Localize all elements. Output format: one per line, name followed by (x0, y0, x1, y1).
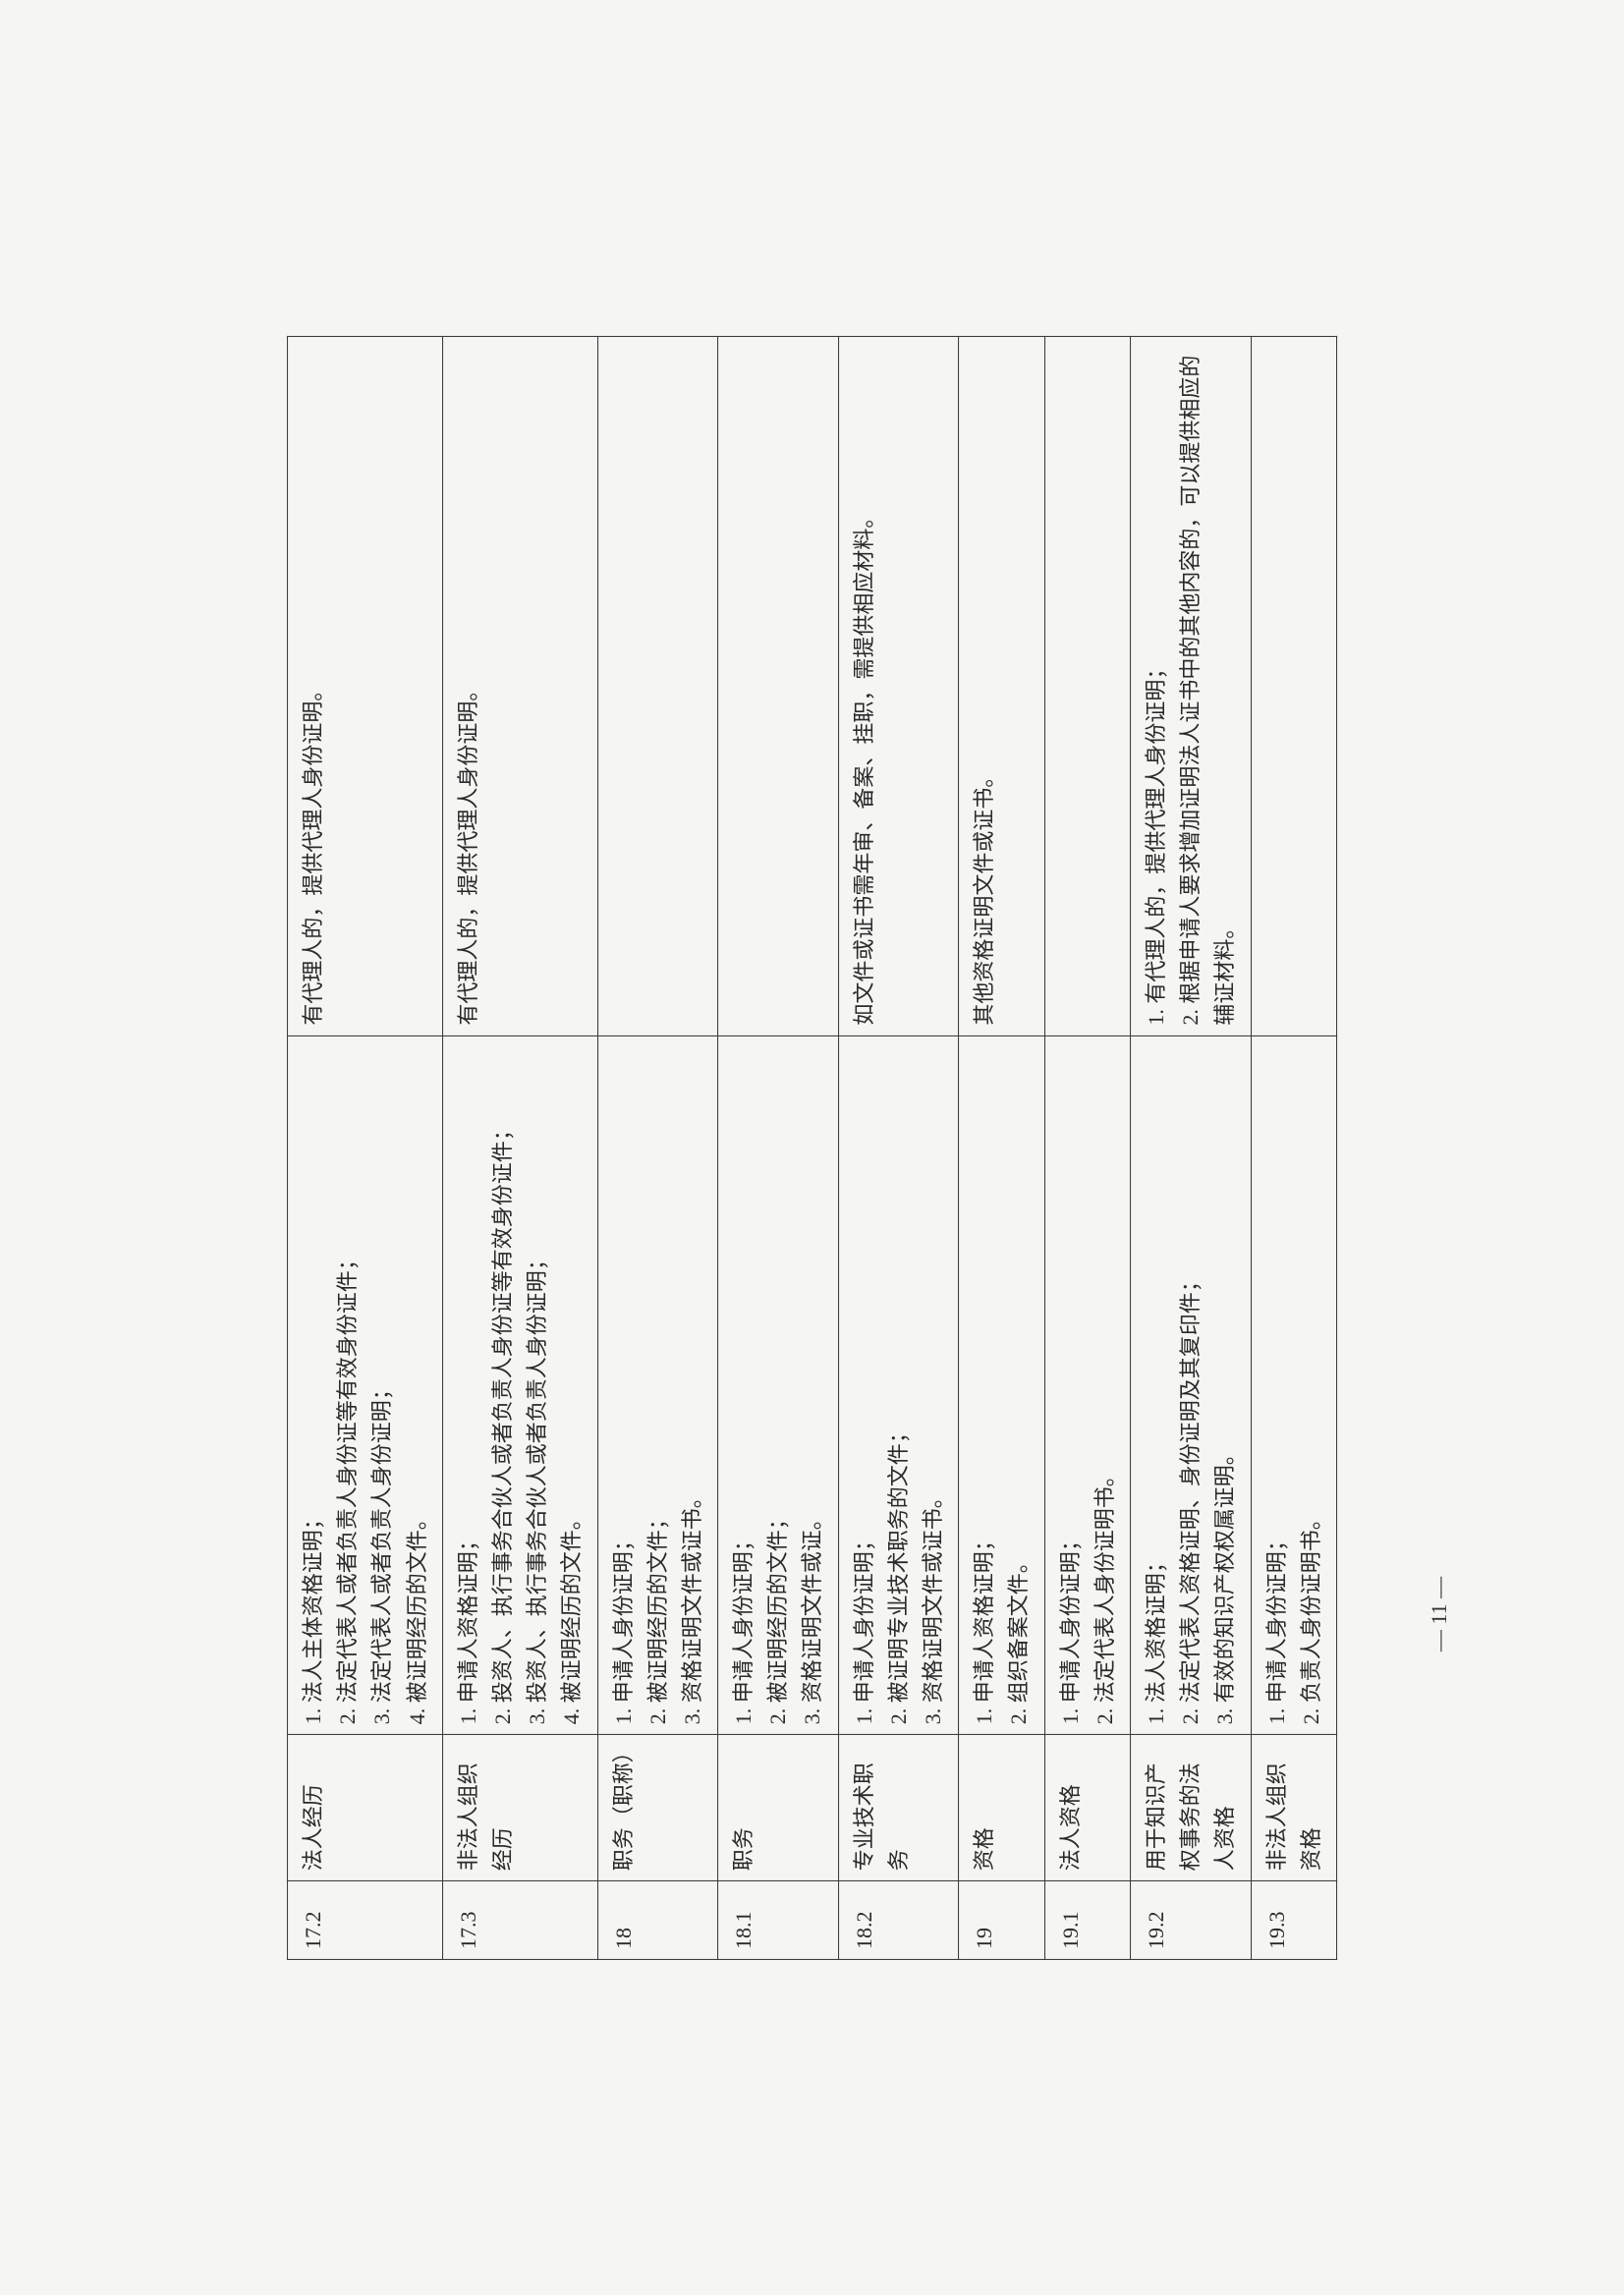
cell-cat: 职务 (718, 1734, 839, 1880)
cell-main: 1. 法人主体资格证明； 2. 法定代表人或者负责人身份证等有效身份证件； 3.… (288, 1036, 443, 1735)
cell-num: 19.1 (1044, 1880, 1130, 1959)
cell-note: 如文件或证书需年审、备案、挂职，需提供相应材料。 (838, 336, 959, 1036)
cell-cat: 法人经历 (288, 1734, 443, 1880)
table-row: 18.1 职务 1. 申请人身份证明； 2. 被证明经历的文件； 3. 资格证明… (718, 336, 839, 1959)
table-row: 19.1 法人资格 1. 申请人身份证明； 2. 法定代表人身份证明书。 (1044, 336, 1130, 1959)
table-row: 17.2 法人经历 1. 法人主体资格证明； 2. 法定代表人或者负责人身份证等… (288, 336, 443, 1959)
cell-num: 19.3 (1251, 1880, 1336, 1959)
cell-main: 1. 申请人资格证明； 2. 投资人、执行事务合伙人或者负责人身份证等有效身份证… (442, 1036, 597, 1735)
cell-note (718, 336, 839, 1036)
cell-num: 18.2 (838, 1880, 959, 1959)
table-row: 19 资格 1. 申请人资格证明； 2. 组织备案文件。 其他资格证明文件或证书… (959, 336, 1044, 1959)
cell-num: 17.2 (288, 1880, 443, 1959)
cell-note: 1. 有代理人的，提供代理人身份证明； 2. 根据申请人要求增加证明法人证书中的… (1131, 336, 1252, 1036)
cell-num: 19 (959, 1880, 1044, 1959)
cell-note (597, 336, 718, 1036)
cell-main: 1. 申请人资格证明； 2. 组织备案文件。 (959, 1036, 1044, 1735)
cell-num: 19.2 (1131, 1880, 1252, 1959)
table-row: 18 职务（职称） 1. 申请人身份证明； 2. 被证明经历的文件； 3. 资格… (597, 336, 718, 1959)
cell-num: 18.1 (718, 1880, 839, 1959)
table-row: 17.3 非法人组织经历 1. 申请人资格证明； 2. 投资人、执行事务合伙人或… (442, 336, 597, 1959)
cell-main: 1. 申请人身份证明； 2. 被证明专业技术职务的文件； 3. 资格证明文件或证… (838, 1036, 959, 1735)
cell-note (1044, 336, 1130, 1036)
table-row: 19.3 非法人组织资格 1. 申请人身份证明； 2. 负责人身份证明书。 (1251, 336, 1336, 1959)
cell-note (1251, 336, 1336, 1036)
page-container: 17.2 法人经历 1. 法人主体资格证明； 2. 法定代表人或者负责人身份证等… (287, 336, 1337, 1960)
cell-num: 17.3 (442, 1880, 597, 1959)
cell-note: 有代理人的，提供代理人身份证明。 (288, 336, 443, 1036)
table-row: 19.2 用于知识产权事务的法人资格 1. 法人资格证明； 2. 法定代表人资格… (1131, 336, 1252, 1959)
cell-main: 1. 申请人身份证明； 2. 负责人身份证明书。 (1251, 1036, 1336, 1735)
cell-main: 1. 法人资格证明； 2. 法定代表人资格证明、身份证明及其复印件； 3. 有效… (1131, 1036, 1252, 1735)
cell-cat: 资格 (959, 1734, 1044, 1880)
page-number: — 11 — (1427, 1577, 1452, 1651)
cell-note: 其他资格证明文件或证书。 (959, 336, 1044, 1036)
cell-main: 1. 申请人身份证明； 2. 被证明经历的文件； 3. 资格证明文件或证。 (718, 1036, 839, 1735)
cell-main: 1. 申请人身份证明； 2. 被证明经历的文件； 3. 资格证明文件或证书。 (597, 1036, 718, 1735)
table-body: 17.2 法人经历 1. 法人主体资格证明； 2. 法定代表人或者负责人身份证等… (288, 336, 1337, 1959)
cell-cat: 专业技术职务 (838, 1734, 959, 1880)
cell-cat: 非法人组织经历 (442, 1734, 597, 1880)
cell-note: 有代理人的，提供代理人身份证明。 (442, 336, 597, 1036)
cell-cat: 非法人组织资格 (1251, 1734, 1336, 1880)
cell-num: 18 (597, 1880, 718, 1959)
cell-cat: 用于知识产权事务的法人资格 (1131, 1734, 1252, 1880)
table-row: 18.2 专业技术职务 1. 申请人身份证明； 2. 被证明专业技术职务的文件；… (838, 336, 959, 1959)
cell-cat: 职务（职称） (597, 1734, 718, 1880)
cell-cat: 法人资格 (1044, 1734, 1130, 1880)
data-table: 17.2 法人经历 1. 法人主体资格证明； 2. 法定代表人或者负责人身份证等… (287, 336, 1337, 1960)
cell-main: 1. 申请人身份证明； 2. 法定代表人身份证明书。 (1044, 1036, 1130, 1735)
